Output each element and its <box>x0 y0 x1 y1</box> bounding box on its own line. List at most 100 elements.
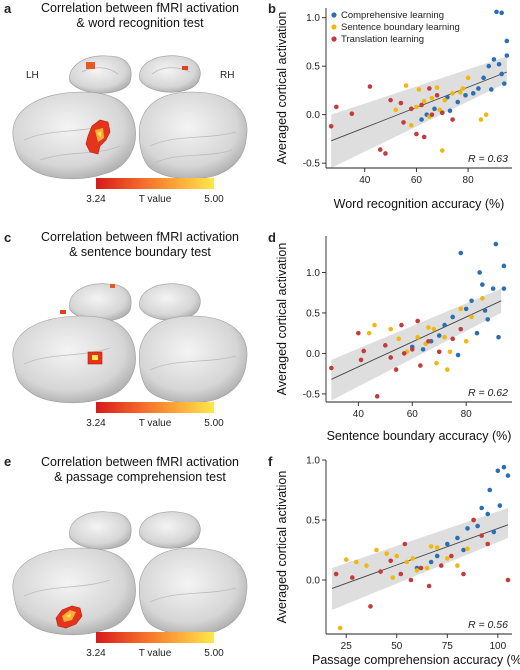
data-point <box>450 117 455 122</box>
data-point <box>458 306 464 312</box>
data-point <box>408 577 414 583</box>
data-point <box>455 99 461 105</box>
colorbar <box>96 402 214 413</box>
panel-letter-a: a <box>4 1 12 16</box>
data-point <box>434 360 439 366</box>
data-point <box>447 108 453 114</box>
data-point <box>328 124 334 129</box>
data-point <box>483 112 489 117</box>
data-point <box>434 545 440 550</box>
x-tick-label: 80 <box>463 175 475 186</box>
data-point <box>465 526 470 531</box>
data-point <box>418 363 423 368</box>
data-point <box>429 112 435 117</box>
y-axis-label: Averaged cortical activation <box>275 471 289 624</box>
colorbar <box>96 178 214 189</box>
data-point <box>445 556 450 561</box>
data-point <box>388 97 393 103</box>
data-point <box>450 336 455 342</box>
data-point <box>356 330 361 336</box>
panel-letter-e: e <box>4 454 12 469</box>
y-tick-label: 0.5 <box>306 308 320 319</box>
data-point <box>487 487 493 493</box>
data-point <box>384 551 389 556</box>
data-point <box>374 547 379 553</box>
data-point <box>421 98 427 104</box>
data-point <box>501 464 507 470</box>
panel-e-title-line2: & passage comprehension test <box>54 470 226 484</box>
activation-cluster <box>182 66 188 70</box>
medial-view-left <box>69 55 132 94</box>
data-point <box>470 91 476 96</box>
x-tick-label: 100 <box>490 641 507 652</box>
data-point <box>480 296 485 301</box>
correlation-annotation: R = 0.63 <box>468 153 508 165</box>
colorbar-min: 3.24 <box>86 648 106 659</box>
data-point <box>463 338 469 344</box>
regression-line <box>331 524 509 589</box>
data-point <box>493 241 499 247</box>
x-axis-label: Passage comprehension accuracy (%) <box>312 653 520 667</box>
x-tick-label: 75 <box>442 641 454 652</box>
confidence-band <box>332 508 508 610</box>
data-point <box>450 314 455 320</box>
data-point <box>432 106 437 112</box>
colorbar-max: 5.00 <box>204 648 224 659</box>
data-point <box>401 351 407 356</box>
scatter-chart-d: 40 60 80 -0.5 0.0 0.5 1.0 R = 0.62 Sentence boun… <box>275 236 512 443</box>
data-point <box>388 558 393 564</box>
data-point <box>377 147 383 152</box>
data-point <box>426 338 431 344</box>
legend-marker <box>331 24 337 30</box>
activation-cluster <box>60 310 66 314</box>
data-point <box>461 547 466 553</box>
scatter-chart-b: 40 60 80 -0.5 0.0 0.5 1.0 R = 0.63 Word recognit… <box>275 8 512 211</box>
data-point <box>480 282 485 287</box>
legend-label: Translation learning <box>341 34 424 45</box>
data-point <box>434 92 440 98</box>
data-point <box>458 90 463 95</box>
data-point <box>485 511 491 517</box>
data-point <box>403 83 409 88</box>
y-tick-label: 1.0 <box>306 268 320 279</box>
data-point <box>450 91 455 96</box>
data-point <box>489 87 494 92</box>
data-point <box>463 92 468 98</box>
data-point <box>501 286 507 291</box>
y-tick-label: 0.0 <box>306 576 320 587</box>
data-point <box>442 97 448 103</box>
data-point <box>415 318 420 324</box>
data-point <box>414 131 419 137</box>
data-point <box>447 349 453 355</box>
data-point <box>445 367 450 372</box>
y-tick-label: 1.0 <box>306 456 320 467</box>
colorbar-min: 3.24 <box>86 194 106 205</box>
colorbar-label: T value <box>139 194 172 205</box>
correlation-annotation: R = 0.62 <box>468 387 508 399</box>
data-point <box>343 557 349 562</box>
data-point <box>499 71 504 77</box>
data-point <box>471 517 476 523</box>
data-point <box>383 343 388 348</box>
data-point <box>481 75 486 81</box>
activation-cluster <box>110 284 115 288</box>
data-point <box>469 314 474 320</box>
y-axis-label: Averaged cortical activation <box>275 12 289 165</box>
x-tick-label: 40 <box>353 409 365 420</box>
colorbar-max: 5.00 <box>204 418 224 429</box>
panel-letter-d: d <box>268 230 276 245</box>
x-tick-label: 50 <box>391 641 403 652</box>
colorbar-label: T value <box>139 418 172 429</box>
data-point <box>393 367 399 372</box>
medial-view-left <box>69 283 132 322</box>
data-point <box>436 349 442 355</box>
data-point <box>505 577 511 583</box>
data-point <box>372 322 377 328</box>
data-point <box>429 95 435 101</box>
lateral-view-left <box>12 91 136 180</box>
data-point <box>408 106 414 112</box>
y-tick-label: -0.5 <box>303 159 321 170</box>
data-point <box>367 84 373 89</box>
data-point <box>434 85 440 90</box>
data-point <box>458 326 464 332</box>
